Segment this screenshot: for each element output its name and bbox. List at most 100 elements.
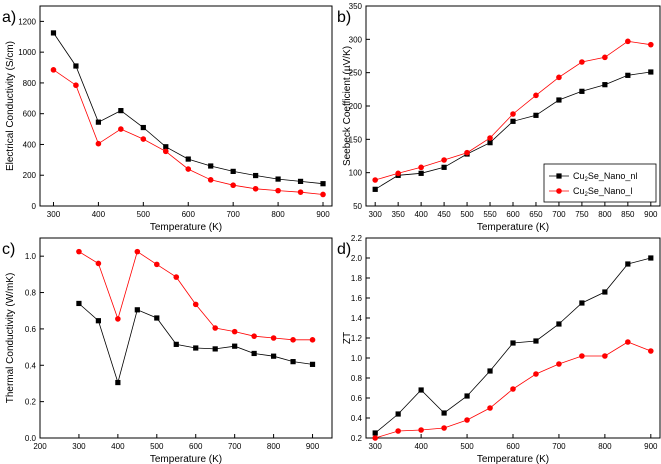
panel-electrical-conductivity: a) 300 400 500 600 700 800 900 0 200 400 600 800 1000… [2,5,333,233]
data-point-Cu2Se_Nano_nl [76,300,82,307]
panel-letter: a) [2,9,16,26]
data-point-Cu2Se_Nano_nl [625,261,631,267]
y-tick-label: 1.0 [25,252,37,261]
x-tick-label: 500 [137,210,151,219]
data-point-Cu2Se_Nano_l [115,316,121,322]
x-tick-label: 350 [391,210,405,219]
legend-box [543,163,657,203]
data-point-Cu2Se_Nano_l [134,248,141,255]
data-point-Cu2Se_Nano_nl [441,164,447,170]
data-point-Cu2Se_Nano_nl [118,108,124,114]
y-tick-label: 0.2 [351,434,363,443]
data-point-Cu2Se_Nano_l [418,164,424,171]
data-point-Cu2Se_Nano_l [252,185,259,192]
x-tick-label: 400 [111,442,125,451]
data-point-Cu2Se_Nano_nl [230,168,236,174]
x-tick-label: 850 [621,210,635,219]
x-tick-label: 600 [506,442,520,451]
y-tick-label: 0.8 [25,289,37,298]
x-tick-label: 750 [575,210,589,219]
data-point-Cu2Se_Nano_nl [487,140,493,146]
data-point-Cu2Se_Nano_l [510,111,516,117]
y-tick-label: 0 [32,202,37,211]
data-point-Cu2Se_Nano_nl [212,346,218,352]
data-point-Cu2Se_Nano_l [395,170,401,177]
data-point-Cu2Se_Nano_l [173,274,180,280]
x-tick-label: 600 [189,442,203,451]
data-point-Cu2Se_Nano_l [464,417,470,423]
x-tick-label: 400 [414,442,428,451]
data-point-Cu2Se_Nano_l [192,301,199,308]
y-tick-label: 0.8 [351,374,363,383]
legend-label: Cu2Se_Nano_l [573,186,632,198]
data-point-Cu2Se_Nano_nl [73,63,79,69]
data-point-Cu2Se_Nano_nl [579,300,585,306]
x-tick-label: 500 [150,442,164,451]
data-point-Cu2Se_Nano_l [533,371,539,377]
data-point-Cu2Se_Nano_l [487,405,493,411]
data-point-Cu2Se_Nano_nl [579,88,585,94]
data-point-Cu2Se_Nano_nl [556,97,562,103]
data-point-Cu2Se_Nano_nl [602,82,608,88]
data-point-Cu2Se_Nano_nl [271,353,277,359]
data-point-Cu2Se_Nano_l [212,325,218,331]
data-point-Cu2Se_Nano_l [118,126,124,132]
y-tick-label: 200 [349,102,363,111]
x-tick-label: 900 [306,442,320,451]
y-tick-label: 0.6 [351,394,363,403]
x-tick-label: 500 [460,210,474,219]
y-tick-label: 1.6 [351,294,363,303]
data-point-Cu2Se_Nano_nl [320,181,326,187]
panel-zt: d) 300 400 500 600 700 800 900 0.2 0.4 0.6 0.8 1.0 1.… [337,234,661,464]
data-point-Cu2Se_Nano_l [95,260,102,267]
data-point-Cu2Se_Nano_nl [253,172,259,179]
data-point-Cu2Se_Nano_nl [134,307,140,313]
y-tick-label: 1.8 [351,274,363,283]
panel-seebeck-coefficient: b) 300 350 400 450 500 550 600 650 700 750 800 850 90… [337,2,661,233]
data-point-Cu2Se_Nano_nl [648,255,654,261]
legend-marker [556,173,562,179]
data-point-Cu2Se_Nano_l [140,136,147,142]
x-tick-label: 700 [552,210,566,219]
data-point-Cu2Se_Nano_l [73,82,79,89]
data-point-Cu2Se_Nano_l [309,337,316,343]
data-point-Cu2Se_Nano_l [154,261,160,268]
y-tick-label: 50 [353,202,362,211]
data-point-Cu2Se_Nano_nl [173,341,179,347]
legend-marker [556,188,562,194]
y-tick-label: 1.2 [351,334,363,343]
x-tick-label: 800 [598,210,612,219]
y-tick-label: 2.0 [351,254,363,263]
data-point-Cu2Se_Nano_l [290,337,296,343]
panel-letter: b) [337,9,351,26]
x-tick-label: 500 [460,442,474,451]
y-axis-title: Electrical Conductivity (S/cm) [5,41,16,171]
x-tick-label: 800 [598,442,612,451]
x-tick-label: 450 [437,210,451,219]
data-point-Cu2Se_Nano_nl [290,359,296,365]
data-point-Cu2Se_Nano_nl [533,112,539,118]
data-point-Cu2Se_Nano_l [207,177,214,183]
data-point-Cu2Se_Nano_l [230,182,236,189]
data-point-Cu2Se_Nano_l [556,361,562,367]
data-point-Cu2Se_Nano_l [231,328,238,335]
data-point-Cu2Se_Nano_nl [556,321,562,327]
x-axis-title: Temperature (K) [477,454,549,464]
y-tick-label: 400 [23,140,37,149]
data-point-Cu2Se_Nano_nl [648,69,654,75]
y-tick-label: 0.4 [25,361,37,370]
x-tick-label: 700 [226,210,240,219]
data-point-Cu2Se_Nano_l [372,177,378,183]
data-point-Cu2Se_Nano_nl [418,387,424,393]
data-point-Cu2Se_Nano_l [441,425,447,431]
data-point-Cu2Se_Nano_l [579,353,585,359]
y-tick-label: 1000 [18,48,36,57]
y-tick-label: 250 [349,69,363,78]
y-axis-title: Thermal Conductivity (W/mK) [5,273,16,404]
data-point-Cu2Se_Nano_l [556,74,562,81]
data-point-Cu2Se_Nano_nl [193,345,199,351]
plot-frame [39,5,333,207]
data-point-Cu2Se_Nano_l [50,67,57,73]
y-tick-label: 1200 [18,17,36,26]
